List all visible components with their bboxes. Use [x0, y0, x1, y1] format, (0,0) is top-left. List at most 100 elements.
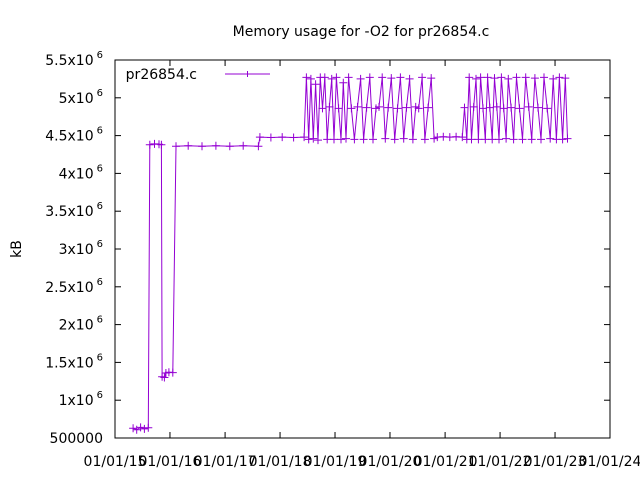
- x-tick-label: 01/01/20: [359, 454, 422, 470]
- y-tick-label: 1x10 6: [59, 390, 103, 409]
- data-point: [495, 135, 503, 144]
- data-point: [509, 135, 518, 144]
- data-point: [524, 102, 533, 111]
- data-point: [350, 135, 359, 144]
- data-point: [255, 133, 264, 142]
- data-point: [402, 103, 411, 112]
- data-point: [396, 73, 405, 82]
- data-point: [399, 134, 408, 143]
- series-layer: [129, 73, 572, 434]
- data-point: [497, 73, 506, 82]
- data-point: [518, 135, 527, 144]
- data-point: [499, 104, 508, 113]
- data-point: [460, 103, 469, 112]
- y-tick-label: 4x10 6: [59, 163, 103, 182]
- data-point: [408, 135, 417, 144]
- data-point: [384, 103, 393, 112]
- y-tick-label: 3.5x10 6: [45, 201, 103, 220]
- data-point: [365, 73, 374, 82]
- data-point: [320, 73, 329, 82]
- data-point: [211, 141, 220, 150]
- data-point: [318, 104, 327, 113]
- data-point: [387, 74, 396, 83]
- x-axis-ticks: 01/01/1501/01/1601/01/1701/01/1801/01/19…: [84, 60, 640, 470]
- data-point: [325, 102, 334, 111]
- data-point: [515, 104, 524, 113]
- data-point: [534, 103, 542, 112]
- data-point: [278, 133, 287, 142]
- data-point: [334, 104, 343, 113]
- data-point: [427, 74, 436, 83]
- data-point: [485, 103, 494, 112]
- data-point: [476, 73, 485, 82]
- data-point: [362, 103, 371, 112]
- data-point: [469, 102, 478, 111]
- data-point: [304, 135, 313, 144]
- data-point: [344, 73, 353, 82]
- data-point: [537, 135, 545, 144]
- series-line: [132, 77, 568, 431]
- data-point: [543, 104, 552, 113]
- data-point: [504, 74, 513, 83]
- data-point: [530, 74, 539, 83]
- data-point: [323, 135, 332, 144]
- data-point: [507, 103, 516, 112]
- data-point: [483, 73, 492, 82]
- data-point: [378, 73, 387, 82]
- data-point: [157, 140, 166, 149]
- data-point: [332, 73, 341, 82]
- data-point: [353, 102, 362, 111]
- data-point: [266, 133, 275, 142]
- data-point: [198, 142, 206, 151]
- data-point: [140, 424, 149, 433]
- y-tick-label: 2x10 6: [59, 315, 103, 334]
- data-point: [144, 423, 153, 432]
- data-point: [467, 135, 476, 144]
- data-point: [339, 78, 348, 87]
- data-point: [472, 74, 480, 83]
- data-point: [347, 104, 356, 113]
- x-tick-label: 01/01/22: [469, 454, 532, 470]
- data-point: [254, 142, 263, 151]
- data-point: [393, 104, 402, 113]
- y-axis-ticks: 500000 1x10 6 1.5x10 6 2x10 6 2.5x10 6 3x10 6 3.5x1…: [45, 50, 610, 447]
- x-tick-label: 01/01/18: [249, 454, 312, 470]
- data-point: [512, 73, 521, 82]
- data-point: [405, 74, 414, 83]
- y-tick-label: 500000: [50, 431, 103, 447]
- data-point: [136, 423, 145, 432]
- data-point: [342, 134, 350, 143]
- data-point: [502, 134, 511, 143]
- data-point: [168, 368, 177, 377]
- data-point: [311, 80, 320, 89]
- data-point: [481, 135, 490, 144]
- data-point: [420, 135, 429, 144]
- data-point: [521, 73, 530, 82]
- y-tick-label: 4.5x10 6: [45, 126, 103, 145]
- y-tick-label: 5x10 6: [59, 88, 103, 107]
- data-point: [430, 134, 439, 143]
- data-point: [418, 73, 427, 82]
- data-point: [184, 141, 193, 150]
- y-axis-label: kB: [9, 240, 25, 258]
- data-point: [314, 136, 322, 145]
- x-tick-label: 01/01/21: [414, 454, 477, 470]
- data-point: [129, 424, 138, 433]
- data-point: [390, 135, 399, 144]
- x-tick-label: 01/01/24: [579, 454, 640, 470]
- data-point: [381, 134, 390, 143]
- data-point: [309, 134, 318, 143]
- data-point: [306, 74, 315, 83]
- data-point: [458, 133, 467, 142]
- data-point: [160, 373, 169, 382]
- data-point: [172, 142, 180, 151]
- data-point: [289, 133, 298, 142]
- y-tick-label: 1.5x10 6: [45, 352, 103, 371]
- data-point: [302, 73, 311, 82]
- data-point: [561, 74, 570, 83]
- x-tick-label: 01/01/19: [304, 454, 367, 470]
- data-point: [549, 74, 558, 83]
- data-point: [474, 135, 483, 144]
- data-point: [479, 104, 487, 113]
